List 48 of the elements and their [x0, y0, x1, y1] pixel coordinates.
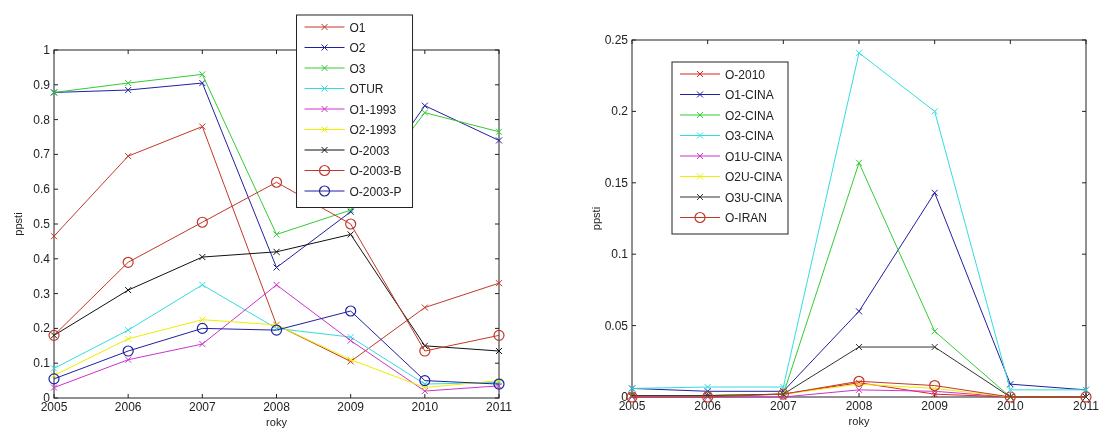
legend-label: O-2003-B	[349, 164, 402, 178]
y-tick-label: 0.1	[33, 356, 51, 371]
legend-label: O1U-CINA	[725, 149, 783, 164]
x-tick-label: 2009	[921, 399, 949, 413]
y-axis-title: ppsti	[590, 206, 602, 231]
y-tick-label: 0.8	[33, 112, 51, 127]
x-axis-title: roky	[266, 416, 288, 428]
legend-label: O3U-CINA	[725, 190, 783, 205]
x-tick-label: 2010	[411, 400, 439, 414]
y-tick-label: 0.15	[604, 175, 629, 190]
y-tick-label: 0.2	[33, 321, 51, 336]
y-tick-label: 0.4	[33, 251, 51, 266]
x-tick-label: 2007	[188, 400, 216, 414]
legend-label: O-IRAN	[725, 211, 767, 225]
x-axis-title: roky	[848, 415, 870, 427]
y-tick-label: 0.3	[33, 286, 51, 301]
y-axis-title: ppsti	[12, 212, 24, 236]
x-tick-label: 2006	[114, 400, 142, 414]
x-tick-label: 2011	[1073, 399, 1099, 413]
legend-label: O-2003-P	[349, 184, 402, 199]
x-tick-label: 2008	[263, 400, 291, 414]
y-tick-label: 1	[43, 43, 51, 57]
legend-label: O1-1993	[349, 102, 397, 117]
legend-label: O2	[349, 41, 366, 55]
x-tick-label: 2009	[337, 400, 365, 414]
x-tick-label: 2010	[996, 399, 1024, 413]
y-tick-label: 0.05	[604, 318, 629, 333]
y-tick-label: 0.9	[33, 77, 51, 92]
legend-label: OTUR	[349, 82, 384, 96]
y-tick-label: 0.2	[611, 104, 629, 119]
legend-label: O-2010	[725, 67, 766, 82]
y-tick-label: 0.7	[33, 147, 51, 162]
y-tick-label: 0.6	[33, 182, 51, 197]
legend-label: O1	[349, 20, 366, 35]
legend-label: O2-CINA	[725, 108, 774, 123]
y-tick-label: 0.5	[33, 217, 51, 231]
y-tick-label: 0.1	[611, 247, 629, 262]
x-tick-label: 2006	[694, 399, 722, 413]
legend-label: O-2003	[349, 143, 390, 158]
x-tick-label: 2011	[486, 400, 513, 414]
legend-label: O2U-CINA	[725, 170, 783, 184]
y-tick-label: 0.25	[604, 33, 629, 47]
x-tick-label: 2008	[845, 399, 873, 413]
legend-label: O1-CINA	[725, 88, 774, 102]
legend-label: O3-CINA	[725, 129, 774, 143]
x-tick-label: 2007	[769, 399, 797, 413]
legend-label: O2-1993	[349, 123, 397, 137]
legend-label: O3	[349, 61, 366, 76]
